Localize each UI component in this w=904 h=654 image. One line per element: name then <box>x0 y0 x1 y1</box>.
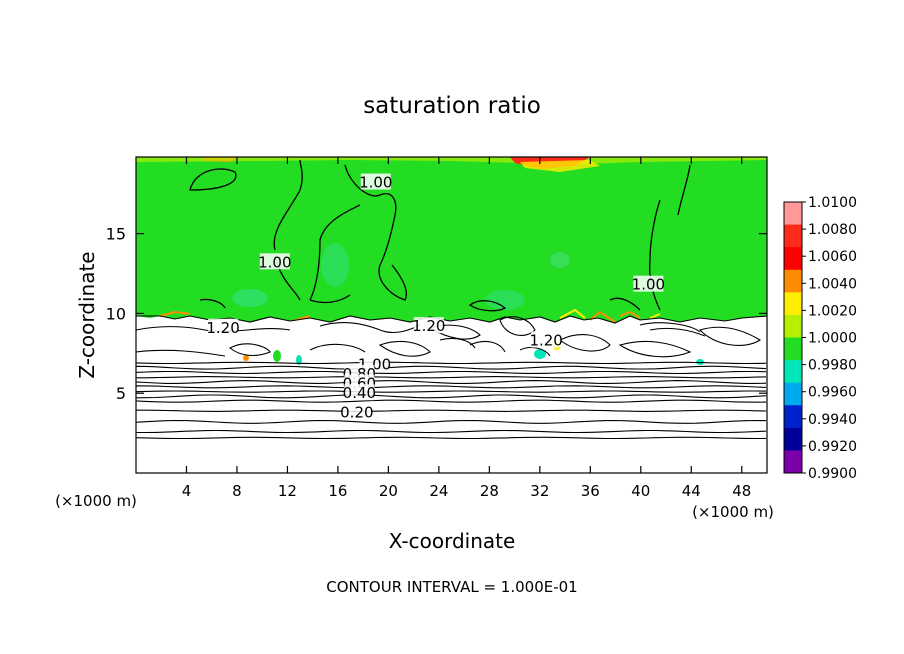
x-tick-label: 36 <box>581 482 600 500</box>
colorbar-swatch <box>784 337 802 361</box>
z-units-label: (×1000 m) <box>55 492 137 510</box>
y-tick-label: 15 <box>106 225 126 244</box>
colorbar-swatch <box>784 427 802 451</box>
contour-label: 1.00 <box>359 174 392 192</box>
contour-label-bg <box>344 384 375 401</box>
colorbar-swatch <box>784 382 802 406</box>
saturated-region <box>136 157 767 323</box>
cloud-spot <box>534 349 546 359</box>
colorbar-label: 0.9920 <box>808 439 857 455</box>
contour-labels: 1.001.001.001.20 1.201.201.000.800.600.40… <box>206 173 665 421</box>
layered-contour <box>135 394 767 399</box>
cloud-spot <box>243 355 249 361</box>
layered-contour <box>135 399 767 403</box>
contour-label-bg <box>341 403 372 420</box>
colorbar-label: 1.0020 <box>808 303 857 319</box>
plot-frame <box>135 156 768 474</box>
contour-label: 0.20 <box>340 403 373 421</box>
colorbar-label: 1.0080 <box>808 222 857 238</box>
x-tick-label: 24 <box>429 482 448 500</box>
colorbar-swatch <box>784 292 802 316</box>
layered-contour <box>135 409 767 412</box>
layered-contour <box>135 365 767 370</box>
x-tick-label: 44 <box>682 482 701 500</box>
contour-label: 0.40 <box>343 384 376 402</box>
layered-contour <box>135 436 766 440</box>
blotch <box>485 290 525 310</box>
x-tick-label: 48 <box>732 482 751 500</box>
layered-contour <box>135 380 767 384</box>
colorbar-label: 1.0040 <box>808 276 857 292</box>
y-axis: 5 10 15 <box>106 225 767 403</box>
contour-label-bg <box>360 173 391 190</box>
blotch <box>321 243 349 287</box>
cloud-top-edge <box>559 308 661 319</box>
contour-lines-layered <box>135 361 767 440</box>
colorbar-label: 0.9980 <box>808 358 857 374</box>
layered-contour <box>135 419 767 424</box>
x-tick-label: 4 <box>182 482 192 500</box>
contour-lines-cloud <box>135 315 768 358</box>
contour-label-bg <box>208 318 239 335</box>
contour-label-bg <box>259 253 290 270</box>
x-tick-label: 40 <box>631 482 650 500</box>
colorbar-label: 0.9960 <box>808 385 857 401</box>
chart-title: saturation ratio <box>363 93 541 119</box>
colorbar: 1.0100 1.0080 1.0060 1.0040 1.0020 1.0000 0.99… <box>783 195 857 482</box>
contour-lines-upper <box>189 159 691 312</box>
plot-area: 1.001.001.001.20 1.201.201.000.800.600.40… <box>135 156 768 474</box>
colorbar-swatch <box>784 360 802 384</box>
cloud-spot <box>296 355 302 365</box>
x-tick-label: 28 <box>480 482 499 500</box>
layered-contour <box>135 376 767 379</box>
cloud-top-edge <box>159 310 641 323</box>
contour-label-bg <box>531 331 562 348</box>
x-tick-label: 16 <box>328 482 347 500</box>
contour-label-bg <box>633 275 664 292</box>
y-axis-title: Z-coordinate <box>75 251 99 378</box>
layered-contour <box>135 361 767 365</box>
x-tick-label: 8 <box>232 482 242 500</box>
colorbar-label: 1.0060 <box>808 249 857 265</box>
colorbar-swatch <box>784 269 802 293</box>
contour-interval-note: CONTOUR INTERVAL = 1.000E-01 <box>326 578 577 596</box>
layered-contour <box>135 390 767 393</box>
colorbar-label: 1.0000 <box>808 331 857 347</box>
layered-contour <box>135 370 767 375</box>
x-tick-label: 32 <box>530 482 549 500</box>
top-warm-band <box>136 157 767 165</box>
colorbar-label: 0.9940 <box>808 412 857 428</box>
blotch <box>550 252 570 268</box>
x-tick-label: 20 <box>379 482 398 500</box>
colorbar-swatch <box>784 224 802 248</box>
x-axis: 4 8 12 16 20 24 28 32 36 40 44 48 <box>182 157 751 500</box>
colorbar-label: 1.0100 <box>808 195 857 211</box>
colorbar-swatch <box>784 247 802 271</box>
colorbar-swatch <box>784 405 802 429</box>
colorbar-swatch <box>784 314 802 338</box>
layered-contour <box>135 385 767 389</box>
colorbar-swatch <box>784 450 802 474</box>
colorbar-swatch <box>784 202 802 226</box>
contour-label: 1.20 <box>206 319 239 337</box>
contour-label: 1.00 <box>258 253 291 271</box>
x-units-label: (×1000 m) <box>692 503 774 521</box>
x-axis-title: X-coordinate <box>389 529 516 553</box>
x-tick-label: 12 <box>278 482 297 500</box>
contour-label: 1.00 <box>632 276 665 294</box>
blotch <box>232 289 268 307</box>
y-tick-label: 10 <box>106 304 126 323</box>
y-tick-label: 5 <box>116 384 126 403</box>
cloud-spot <box>273 350 281 362</box>
layered-contour <box>135 429 767 434</box>
contour-label-bg <box>413 317 444 334</box>
colorbar-label: 0.9900 <box>808 466 857 482</box>
contour-label: 1.20 <box>529 332 562 350</box>
cloud-spot <box>696 359 704 365</box>
contour-label: 1.20 <box>412 317 445 335</box>
